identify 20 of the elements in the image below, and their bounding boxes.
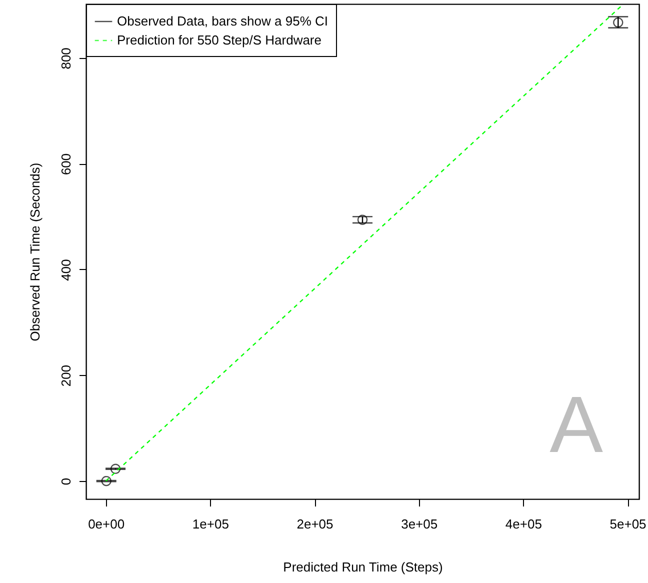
y-tick-label: 600 bbox=[58, 153, 74, 176]
x-tick-label: 5e+05 bbox=[610, 516, 646, 532]
y-tick-label: 200 bbox=[58, 364, 74, 387]
y-tick-label: 0 bbox=[58, 478, 74, 486]
x-tick-label: 3e+05 bbox=[401, 516, 438, 532]
x-tick-label: 1e+05 bbox=[192, 516, 229, 532]
point bbox=[101, 476, 112, 486]
y-axis-title: Observed Run Time (Seconds) bbox=[28, 162, 42, 342]
point bbox=[357, 214, 368, 225]
y-tick-label: 400 bbox=[58, 259, 74, 281]
annotation: A bbox=[550, 380, 604, 469]
x-tick-label: 4e+05 bbox=[505, 516, 542, 532]
x-axis-title: Predicted Run Time (Steps) bbox=[283, 560, 443, 574]
x-tick-label: 2e+05 bbox=[296, 516, 334, 532]
point bbox=[110, 464, 121, 474]
point bbox=[613, 17, 624, 28]
y-tick-label: 800 bbox=[58, 48, 74, 70]
legend-label: Prediction for 550 Step/S Hardware bbox=[117, 32, 322, 48]
legend-label: Observed Data, bars show a 95% CI bbox=[117, 14, 328, 28]
x-tick-label: 0e+00 bbox=[88, 516, 125, 532]
